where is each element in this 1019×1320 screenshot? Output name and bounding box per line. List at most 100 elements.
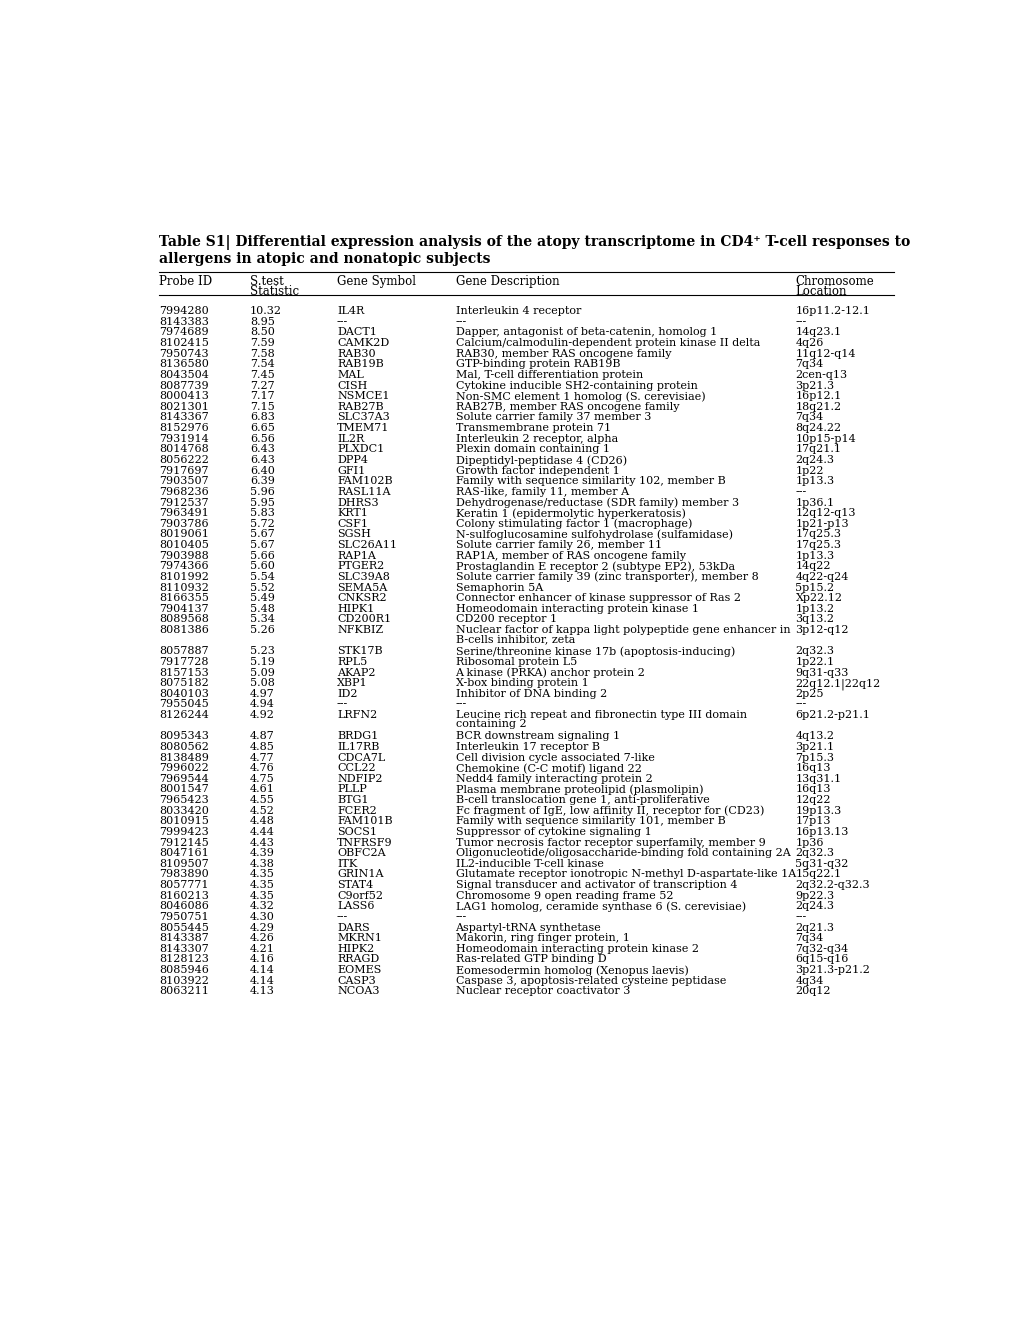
Text: 8102415: 8102415	[159, 338, 209, 348]
Text: Caspase 3, apoptosis-related cysteine peptidase: Caspase 3, apoptosis-related cysteine pe…	[455, 975, 726, 986]
Text: 9p22.3: 9p22.3	[795, 891, 834, 900]
Text: 7969544: 7969544	[159, 774, 209, 784]
Text: 4q34: 4q34	[795, 975, 823, 986]
Text: Inhibitor of DNA binding 2: Inhibitor of DNA binding 2	[455, 689, 606, 698]
Text: CCL22: CCL22	[336, 763, 375, 774]
Text: TNFRSF9: TNFRSF9	[336, 838, 392, 847]
Text: ---: ---	[455, 317, 467, 327]
Text: CAMK2D: CAMK2D	[336, 338, 389, 348]
Text: CSF1: CSF1	[336, 519, 368, 529]
Text: 8q24.22: 8q24.22	[795, 424, 841, 433]
Text: Suppressor of cytokine signaling 1: Suppressor of cytokine signaling 1	[455, 826, 651, 837]
Text: 5.26: 5.26	[250, 626, 275, 635]
Text: 7983890: 7983890	[159, 870, 209, 879]
Text: Interleukin 2 receptor, alpha: Interleukin 2 receptor, alpha	[455, 434, 618, 444]
Text: 17p13: 17p13	[795, 816, 830, 826]
Text: 4q26: 4q26	[795, 338, 823, 348]
Text: ---: ---	[336, 700, 347, 709]
Text: 4.39: 4.39	[250, 849, 275, 858]
Text: Table S1| Differential expression analysis of the atopy transcriptome in CD4⁺ T-: Table S1| Differential expression analys…	[159, 235, 910, 251]
Text: IL17RB: IL17RB	[336, 742, 379, 752]
Text: Nedd4 family interacting protein 2: Nedd4 family interacting protein 2	[455, 774, 652, 784]
Text: Transmembrane protein 71: Transmembrane protein 71	[455, 424, 610, 433]
Text: 5.67: 5.67	[250, 540, 274, 550]
Text: Xp22.12: Xp22.12	[795, 593, 842, 603]
Text: Aspartyl-tRNA synthetase: Aspartyl-tRNA synthetase	[455, 923, 601, 932]
Text: 8085946: 8085946	[159, 965, 209, 975]
Text: 8080562: 8080562	[159, 742, 209, 752]
Text: FCER2: FCER2	[336, 805, 376, 816]
Text: 1p36: 1p36	[795, 838, 823, 847]
Text: 16p13.13: 16p13.13	[795, 826, 848, 837]
Text: 8046086: 8046086	[159, 902, 209, 911]
Text: 8095343: 8095343	[159, 731, 209, 742]
Text: 4q22-q24: 4q22-q24	[795, 572, 848, 582]
Text: LAG1 homolog, ceramide synthase 6 (S. cerevisiae): LAG1 homolog, ceramide synthase 6 (S. ce…	[455, 902, 745, 912]
Text: 3q13.2: 3q13.2	[795, 614, 834, 624]
Text: 8057887: 8057887	[159, 647, 209, 656]
Text: Dapper, antagonist of beta-catenin, homolog 1: Dapper, antagonist of beta-catenin, homo…	[455, 327, 716, 338]
Text: DARS: DARS	[336, 923, 369, 932]
Text: 4.85: 4.85	[250, 742, 275, 752]
Text: 4.35: 4.35	[250, 891, 275, 900]
Text: S.test: S.test	[250, 276, 283, 289]
Text: BTG1: BTG1	[336, 795, 368, 805]
Text: HIPK2: HIPK2	[336, 944, 374, 954]
Text: 6.83: 6.83	[250, 412, 275, 422]
Text: 7917697: 7917697	[159, 466, 209, 475]
Text: 11q12-q14: 11q12-q14	[795, 348, 855, 359]
Text: 16p12.1: 16p12.1	[795, 391, 841, 401]
Text: 4.14: 4.14	[250, 965, 275, 975]
Text: Nuclear factor of kappa light polypeptide gene enhancer in: Nuclear factor of kappa light polypeptid…	[455, 626, 790, 635]
Text: 8143383: 8143383	[159, 317, 209, 327]
Text: Cytokine inducible SH2-containing protein: Cytokine inducible SH2-containing protei…	[455, 380, 697, 391]
Text: 2q24.3: 2q24.3	[795, 902, 834, 911]
Text: RASL11A: RASL11A	[336, 487, 390, 496]
Text: 16p11.2-12.1: 16p11.2-12.1	[795, 306, 869, 317]
Text: 7950743: 7950743	[159, 348, 209, 359]
Text: 7963491: 7963491	[159, 508, 209, 519]
Text: 7974689: 7974689	[159, 327, 209, 338]
Text: Family with sequence similarity 101, member B: Family with sequence similarity 101, mem…	[455, 816, 725, 826]
Text: SOCS1: SOCS1	[336, 826, 377, 837]
Text: 8136580: 8136580	[159, 359, 209, 370]
Text: 5q31-q32: 5q31-q32	[795, 859, 848, 869]
Text: 4.32: 4.32	[250, 902, 275, 911]
Text: Colony stimulating factor 1 (macrophage): Colony stimulating factor 1 (macrophage)	[455, 519, 691, 529]
Text: 5p15.2: 5p15.2	[795, 582, 834, 593]
Text: 8109507: 8109507	[159, 859, 209, 869]
Text: TMEM71: TMEM71	[336, 424, 389, 433]
Text: DPP4: DPP4	[336, 455, 368, 465]
Text: 7.27: 7.27	[250, 380, 274, 391]
Text: RAB30, member RAS oncogene family: RAB30, member RAS oncogene family	[455, 348, 671, 359]
Text: NDFIP2: NDFIP2	[336, 774, 382, 784]
Text: 8033420: 8033420	[159, 805, 209, 816]
Text: Leucine rich repeat and fibronectin type III domain: Leucine rich repeat and fibronectin type…	[455, 710, 746, 719]
Text: GTP-binding protein RAB19B: GTP-binding protein RAB19B	[455, 359, 620, 370]
Text: Interleukin 17 receptor B: Interleukin 17 receptor B	[455, 742, 599, 752]
Text: 8089568: 8089568	[159, 614, 209, 624]
Text: ---: ---	[336, 912, 347, 921]
Text: MAL: MAL	[336, 370, 364, 380]
Text: 8001547: 8001547	[159, 784, 209, 795]
Text: 8010915: 8010915	[159, 816, 209, 826]
Text: 17q25.3: 17q25.3	[795, 529, 841, 540]
Text: 8101992: 8101992	[159, 572, 209, 582]
Text: 7999423: 7999423	[159, 826, 209, 837]
Text: B-cells inhibitor, zeta: B-cells inhibitor, zeta	[455, 635, 575, 644]
Text: 1p13.3: 1p13.3	[795, 477, 834, 486]
Text: Dehydrogenase/reductase (SDR family) member 3: Dehydrogenase/reductase (SDR family) mem…	[455, 498, 738, 508]
Text: 10p15-p14: 10p15-p14	[795, 434, 855, 444]
Text: IL4R: IL4R	[336, 306, 364, 317]
Text: STK17B: STK17B	[336, 647, 382, 656]
Text: Plexin domain containing 1: Plexin domain containing 1	[455, 445, 609, 454]
Text: 5.09: 5.09	[250, 668, 275, 677]
Text: ---: ---	[336, 317, 347, 327]
Text: 8.50: 8.50	[250, 327, 275, 338]
Text: 2q32.3: 2q32.3	[795, 647, 834, 656]
Text: 4.87: 4.87	[250, 731, 274, 742]
Text: 7q34: 7q34	[795, 359, 823, 370]
Text: RAB19B: RAB19B	[336, 359, 383, 370]
Text: 2p25: 2p25	[795, 689, 823, 698]
Text: 2q32.3: 2q32.3	[795, 849, 834, 858]
